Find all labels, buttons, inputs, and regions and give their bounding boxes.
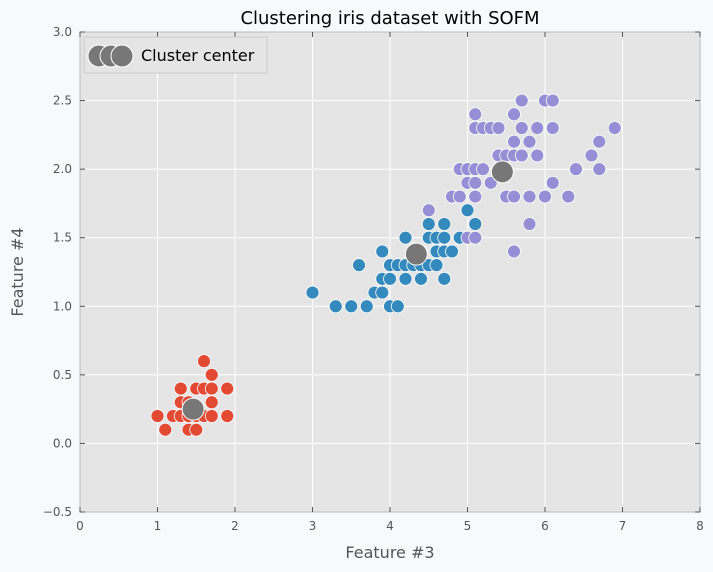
data-point-cluster-2 — [352, 258, 366, 273]
x-tick-label: 7 — [619, 519, 627, 533]
data-point-cluster-3 — [468, 230, 483, 245]
y-tick-label: 2.0 — [53, 162, 72, 176]
data-point-cluster-1 — [220, 409, 235, 423]
data-point-cluster-3 — [452, 189, 467, 204]
data-point-cluster-3 — [592, 162, 607, 177]
data-point-cluster-3 — [514, 148, 529, 163]
data-point-cluster-3 — [476, 162, 490, 177]
data-point-cluster-2 — [359, 299, 374, 314]
x-tick-label: 1 — [154, 519, 162, 533]
cluster-centers — [181, 160, 514, 421]
data-point-cluster-1 — [204, 395, 219, 410]
data-point-cluster-2 — [460, 203, 475, 218]
data-point-cluster-3 — [530, 121, 545, 135]
data-point-cluster-2 — [398, 271, 413, 286]
data-point-cluster-1 — [158, 422, 173, 437]
x-tick-label: 4 — [386, 519, 394, 533]
data-point-cluster-1 — [220, 381, 235, 396]
data-points — [150, 93, 622, 437]
data-point-cluster-3 — [592, 134, 607, 149]
data-point-cluster-1 — [197, 354, 211, 369]
data-point-cluster-2 — [383, 271, 397, 286]
data-point-cluster-2 — [437, 230, 452, 245]
data-point-cluster-3 — [530, 148, 545, 163]
axis-ticks: 0 1 2 3 4 5 6 7 8 −0.5 0.0 0.5 1.0 1.5 2.0 2.5 3.0 — [43, 25, 704, 533]
data-point-cluster-3 — [514, 93, 529, 108]
data-point-cluster-1 — [173, 381, 188, 396]
y-axis-label: Feature #4 — [8, 227, 27, 316]
data-point-cluster-2 — [344, 299, 359, 314]
data-point-cluster-2 — [421, 217, 436, 231]
data-point-cluster-3 — [545, 121, 560, 135]
data-point-cluster-2 — [375, 285, 390, 300]
data-point-cluster-3 — [468, 107, 483, 122]
data-point-cluster-1 — [204, 409, 219, 423]
x-tick-label: 5 — [464, 519, 472, 533]
data-point-cluster-3 — [584, 148, 599, 163]
y-tick-label: 0.0 — [53, 436, 72, 450]
x-tick-label: 2 — [231, 519, 239, 533]
cluster-center-marker — [404, 242, 428, 266]
data-point-cluster-2 — [445, 244, 459, 259]
x-tick-label: 0 — [76, 519, 84, 533]
data-point-cluster-3 — [507, 189, 521, 204]
data-point-cluster-2 — [437, 217, 452, 231]
data-point-cluster-3 — [514, 121, 529, 135]
data-point-cluster-2 — [468, 217, 483, 231]
legend-marker-cluster-center — [110, 44, 134, 68]
data-point-cluster-3 — [468, 175, 483, 190]
data-point-cluster-3 — [607, 121, 622, 135]
data-point-cluster-3 — [545, 175, 560, 190]
data-point-cluster-2 — [414, 271, 428, 286]
x-tick-label: 3 — [309, 519, 317, 533]
data-point-cluster-3 — [561, 189, 576, 204]
y-tick-label: 1.5 — [53, 231, 72, 245]
legend: Cluster center — [83, 36, 268, 74]
y-tick-label: 2.5 — [53, 94, 72, 108]
data-point-cluster-2 — [375, 244, 390, 259]
legend-label-cluster-center: Cluster center — [141, 46, 255, 65]
data-point-cluster-3 — [569, 162, 583, 177]
data-point-cluster-1 — [189, 422, 204, 437]
x-tick-label: 8 — [696, 519, 704, 533]
data-point-cluster-3 — [507, 134, 521, 149]
data-point-cluster-3 — [522, 134, 537, 149]
data-point-cluster-1 — [204, 367, 219, 382]
data-point-cluster-3 — [545, 93, 560, 108]
data-point-cluster-3 — [421, 203, 436, 218]
data-point-cluster-3 — [468, 189, 483, 204]
y-tick-label: 1.0 — [53, 299, 72, 313]
data-point-cluster-2 — [398, 230, 413, 245]
data-point-cluster-2 — [305, 285, 320, 300]
data-point-cluster-3 — [507, 244, 521, 259]
data-point-cluster-3 — [491, 121, 506, 135]
cluster-center-marker — [181, 397, 205, 421]
cluster-center-marker — [490, 160, 514, 184]
legend-box — [83, 36, 268, 74]
data-point-cluster-2 — [429, 258, 444, 273]
data-point-cluster-2 — [437, 271, 452, 286]
x-axis-label: Feature #3 — [345, 543, 434, 562]
legend-markers — [87, 44, 134, 68]
data-point-cluster-1 — [204, 381, 219, 396]
x-tick-label: 6 — [541, 519, 549, 533]
data-point-cluster-3 — [538, 189, 552, 204]
data-point-cluster-2 — [390, 299, 405, 314]
y-tick-label: −0.5 — [43, 505, 72, 519]
y-tick-label: 0.5 — [53, 368, 72, 382]
data-point-cluster-3 — [522, 217, 537, 231]
chart-title: Clustering iris dataset with SOFM — [240, 8, 539, 29]
data-point-cluster-3 — [522, 189, 537, 204]
data-point-cluster-1 — [150, 409, 165, 423]
data-point-cluster-3 — [507, 107, 521, 122]
data-point-cluster-2 — [328, 299, 343, 314]
y-tick-label: 3.0 — [53, 25, 72, 39]
